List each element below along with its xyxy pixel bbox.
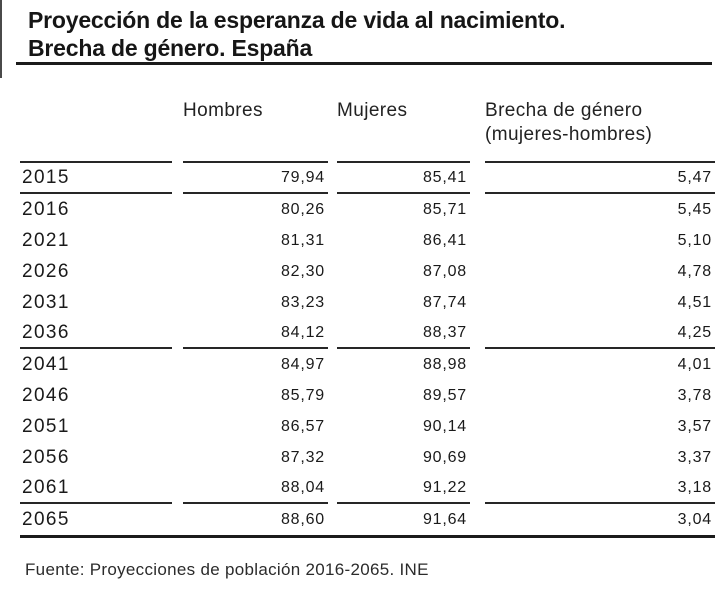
brecha-cell: 4,78 [677,262,712,280]
year-cell: 2026 [22,260,70,282]
brecha-cell: 4,25 [485,318,715,349]
table-row: 2046 85,79 89,57 3,78 [20,380,715,411]
header-brecha-line-2: (mujeres-hombres) [485,124,653,145]
hombres-cell: 87,32 [280,448,325,466]
table-row: 2031 83,23 87,74 4,51 [20,287,715,318]
year-cell: 2041 [22,353,70,375]
header-mujeres-cell: Mujeres [337,92,470,163]
table-row: 2056 87,32 90,69 3,37 [20,442,715,473]
brecha-cell: 3,78 [677,386,712,404]
mujeres-cell: 87,74 [422,293,467,311]
hombres-cell: 85,79 [280,386,325,404]
table-row: 2026 82,30 87,08 4,78 [20,256,715,287]
mujeres-cell: 88,98 [422,355,467,373]
hombres-cell: 83,23 [280,293,325,311]
table-row: 2015 79,94 85,41 5,47 [20,163,715,194]
year-cell: 2031 [22,291,70,313]
brecha-cell: 5,10 [677,231,712,249]
life-expectancy-table: Hombres Mujeres Brecha de género (mujere… [20,92,715,538]
header-brecha-label: Brecha de género (mujeres-hombres) [485,99,652,147]
brecha-cell: 5,47 [485,163,715,194]
mujeres-cell: 85,41 [337,163,470,194]
brecha-cell: 3,18 [485,473,715,504]
year-cell: 2021 [22,229,70,251]
table-row: 2016 80,26 85,71 5,45 [20,194,715,225]
mujeres-cell: 89,57 [422,386,467,404]
table-header-row: Hombres Mujeres Brecha de género (mujere… [20,92,715,163]
year-cell: 2056 [22,446,70,468]
table-row: 2036 84,12 88,37 4,25 [20,318,715,349]
title-underline [16,62,712,65]
header-year-cell [20,92,172,163]
title-line-2: Brecha de género. España [28,35,313,61]
mujeres-cell: 90,69 [422,448,467,466]
mujeres-cell: 88,37 [337,318,470,349]
year-cell: 2065 [22,508,70,530]
mujeres-cell: 86,41 [422,231,467,249]
scan-edge-artifact [0,0,2,78]
brecha-cell: 3,04 [677,510,712,528]
mujeres-cell: 87,08 [422,262,467,280]
hombres-cell: 86,57 [280,417,325,435]
header-hombres-cell: Hombres [183,92,328,163]
hombres-cell: 84,97 [280,355,325,373]
mujeres-cell: 85,71 [422,200,467,218]
year-cell: 2016 [22,198,70,220]
table-row: 2061 88,04 91,22 3,18 [20,473,715,504]
title-line-1: Proyección de la esperanza de vida al na… [28,7,566,33]
hombres-cell: 88,04 [183,473,328,504]
table-row: 2041 84,97 88,98 4,01 [20,349,715,380]
year-cell: 2051 [22,415,70,437]
header-brecha-line-1: Brecha de género [485,100,643,121]
hombres-cell: 82,30 [280,262,325,280]
brecha-cell: 5,45 [677,200,712,218]
year-cell: 2046 [22,384,70,406]
mujeres-cell: 91,22 [337,473,470,504]
brecha-cell: 4,51 [677,293,712,311]
hombres-cell: 81,31 [280,231,325,249]
table-row: 2051 86,57 90,14 3,57 [20,411,715,442]
year-cell: 2061 [20,473,172,504]
hombres-cell: 79,94 [183,163,328,194]
hombres-cell: 80,26 [280,200,325,218]
hombres-cell: 84,12 [183,318,328,349]
year-cell: 2015 [20,163,172,194]
brecha-cell: 3,37 [677,448,712,466]
mujeres-cell: 90,14 [422,417,467,435]
source-note: Fuente: Proyecciones de población 2016-2… [25,560,429,579]
brecha-cell: 3,57 [677,417,712,435]
year-cell: 2036 [20,318,172,349]
table-row: 2021 81,31 86,41 5,10 [20,225,715,256]
mujeres-cell: 91,64 [422,510,467,528]
table-row: 2065 88,60 91,64 3,04 [20,504,715,538]
header-brecha-cell: Brecha de género (mujeres-hombres) [485,92,715,163]
brecha-cell: 4,01 [677,355,712,373]
page-title: Proyección de la esperanza de vida al na… [28,6,718,62]
hombres-cell: 88,60 [280,510,325,528]
